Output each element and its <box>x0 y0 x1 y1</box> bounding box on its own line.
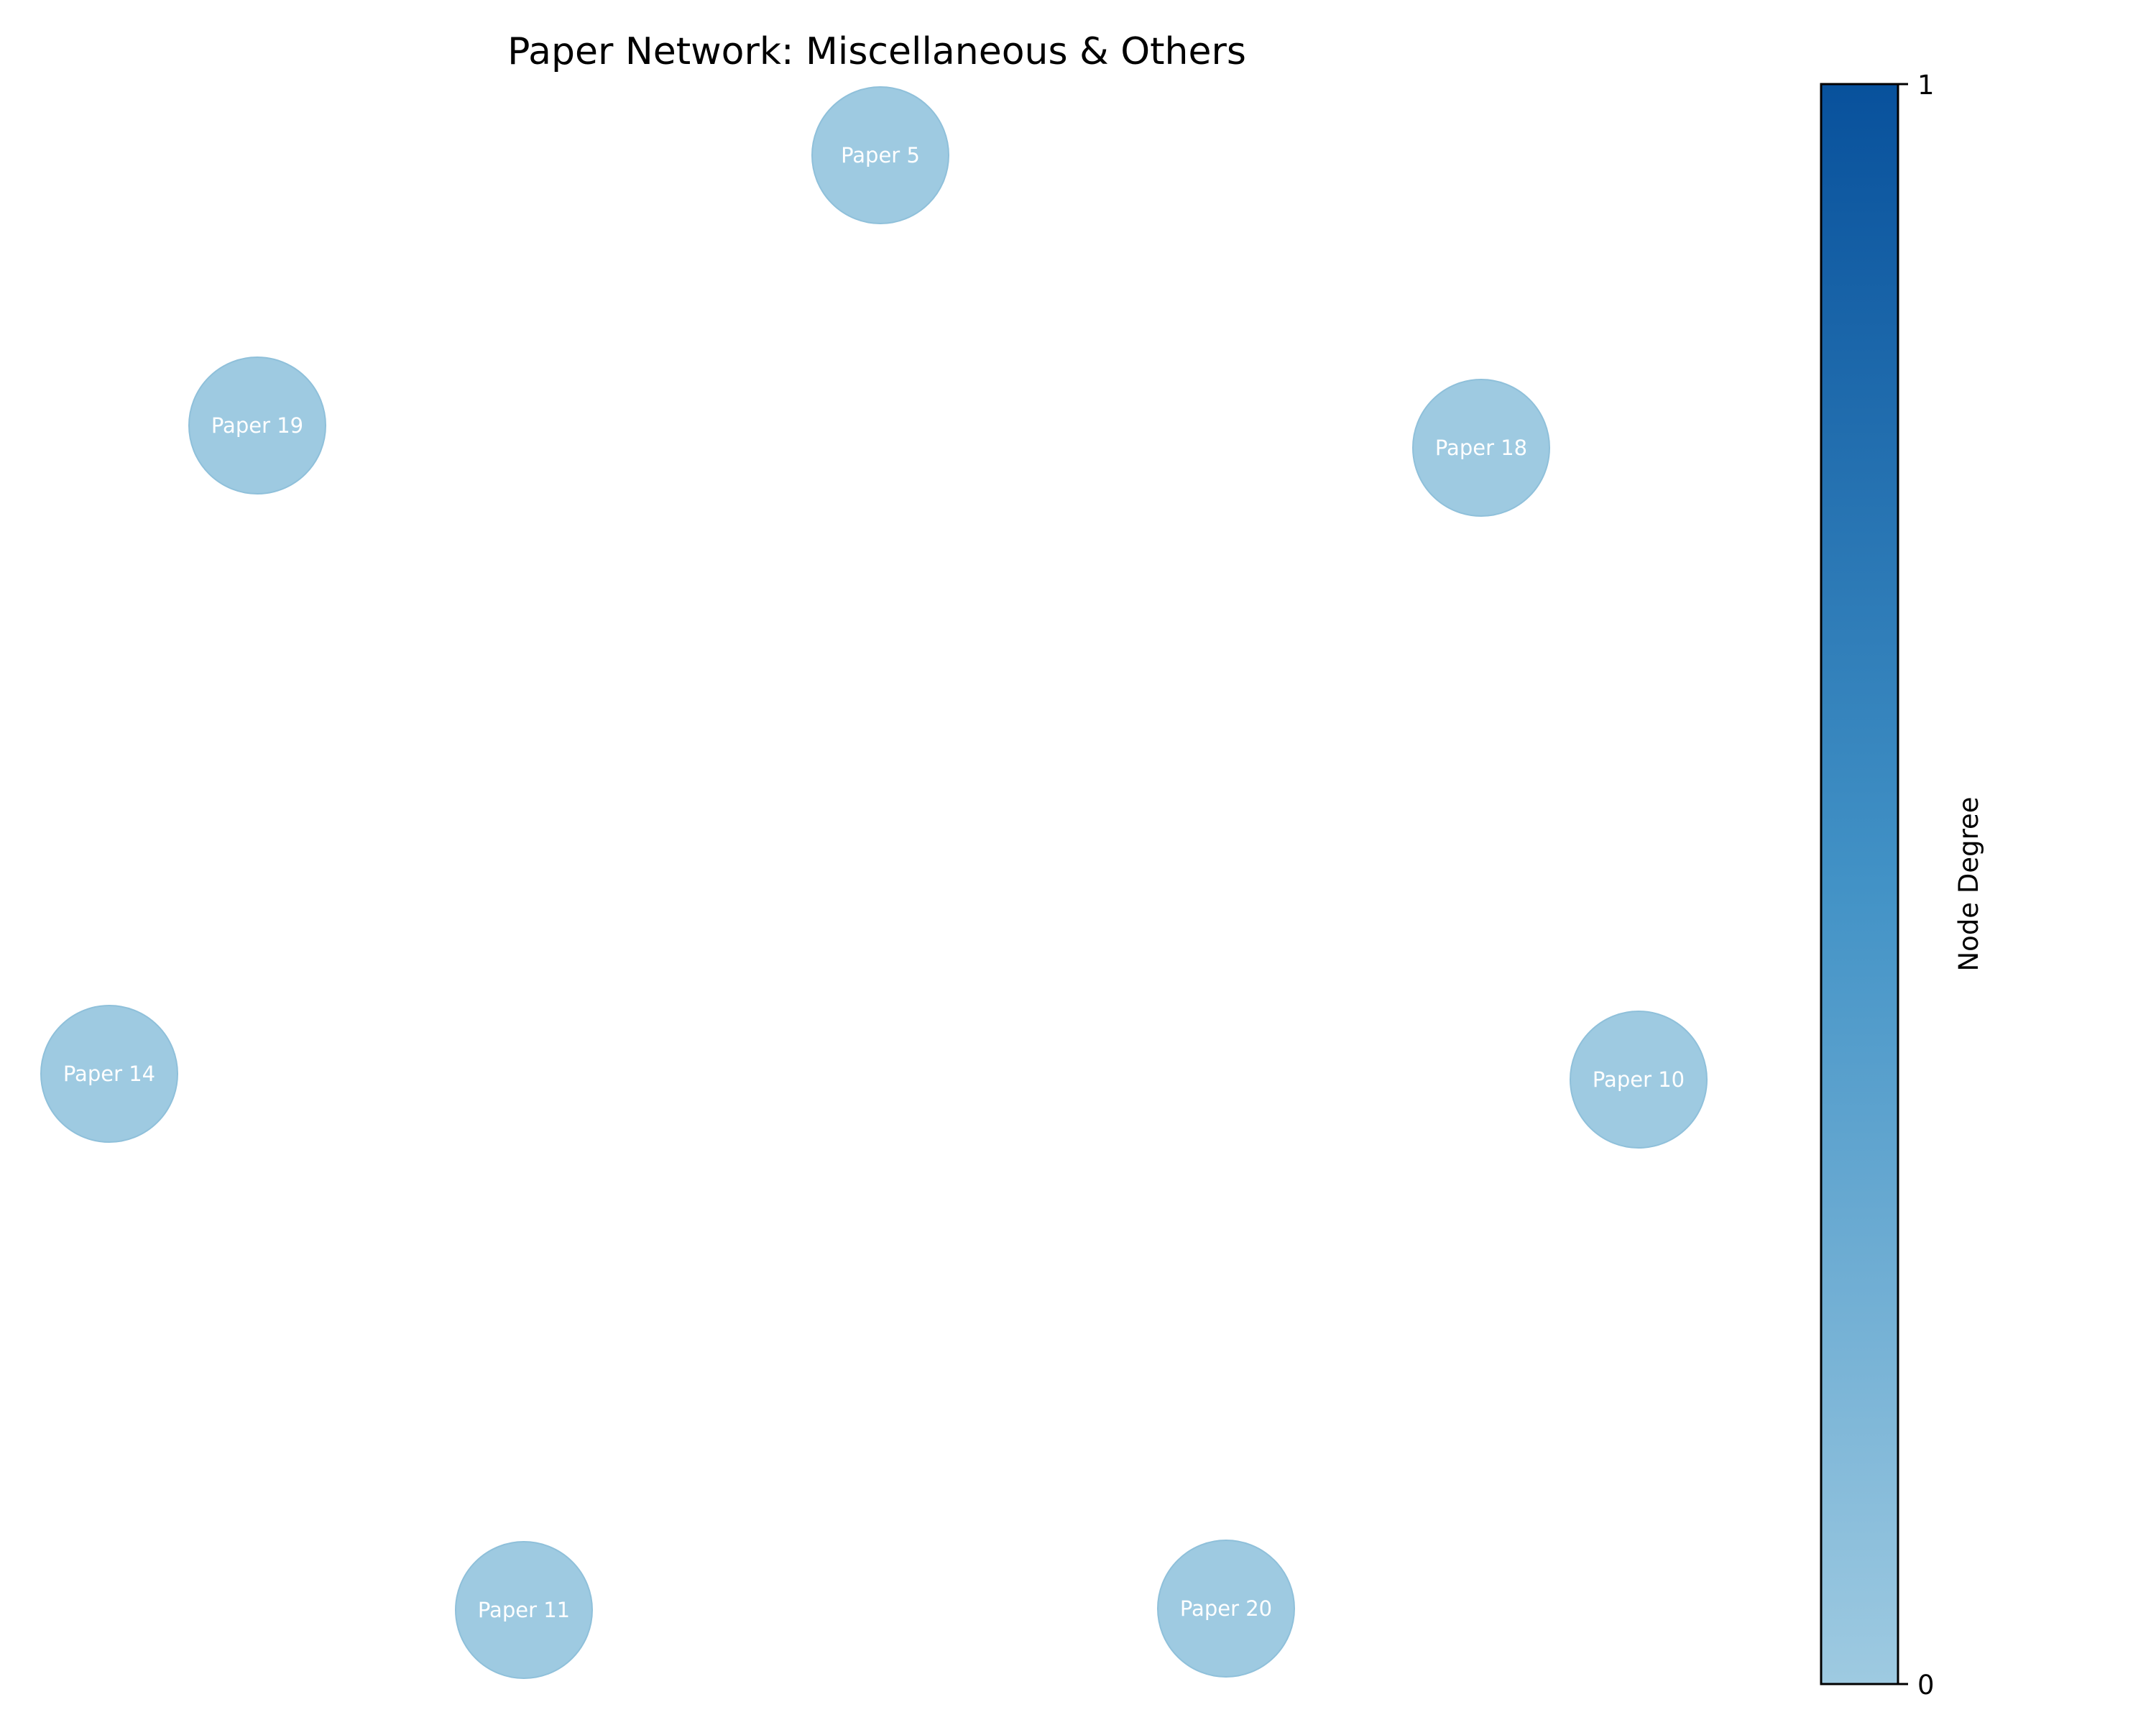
node-circle[interactable] <box>40 1005 178 1143</box>
colorbar-label: Node Degree <box>1953 797 1984 972</box>
node-label: Paper 18 <box>1435 436 1527 460</box>
node-circle[interactable] <box>455 1541 593 1679</box>
node-label: Paper 20 <box>1180 1596 1272 1621</box>
node-label: Paper 5 <box>841 143 920 167</box>
node-circle[interactable] <box>188 356 326 494</box>
node-label: Paper 14 <box>63 1062 155 1086</box>
node-label: Paper 11 <box>478 1598 570 1622</box>
node-circle[interactable] <box>811 86 949 224</box>
colorbar-tick-label-min: 0 <box>1917 1670 1935 1701</box>
node-paper-5[interactable]: Paper 5 <box>811 86 949 224</box>
network-nodes: Paper 5 Paper 19 Paper 18 Paper 14 Paper… <box>40 86 1708 1679</box>
node-circle[interactable] <box>1157 1540 1295 1678</box>
node-label: Paper 19 <box>211 413 303 438</box>
node-circle[interactable] <box>1570 1011 1708 1149</box>
colorbar: 1 0 Node Degree <box>1820 70 1984 1701</box>
colorbar-gradient <box>1820 83 1899 1685</box>
node-paper-10[interactable]: Paper 10 <box>1570 1011 1708 1149</box>
node-paper-11[interactable]: Paper 11 <box>455 1541 593 1679</box>
colorbar-tick-label-max: 1 <box>1917 70 1935 101</box>
node-paper-19[interactable]: Paper 19 <box>188 356 326 494</box>
figure-title: Paper Network: Miscellaneous & Others <box>507 30 1246 73</box>
node-circle[interactable] <box>1412 379 1550 517</box>
node-paper-18[interactable]: Paper 18 <box>1412 379 1550 517</box>
node-paper-14[interactable]: Paper 14 <box>40 1005 178 1143</box>
node-label: Paper 10 <box>1593 1067 1685 1092</box>
node-paper-20[interactable]: Paper 20 <box>1157 1540 1295 1678</box>
